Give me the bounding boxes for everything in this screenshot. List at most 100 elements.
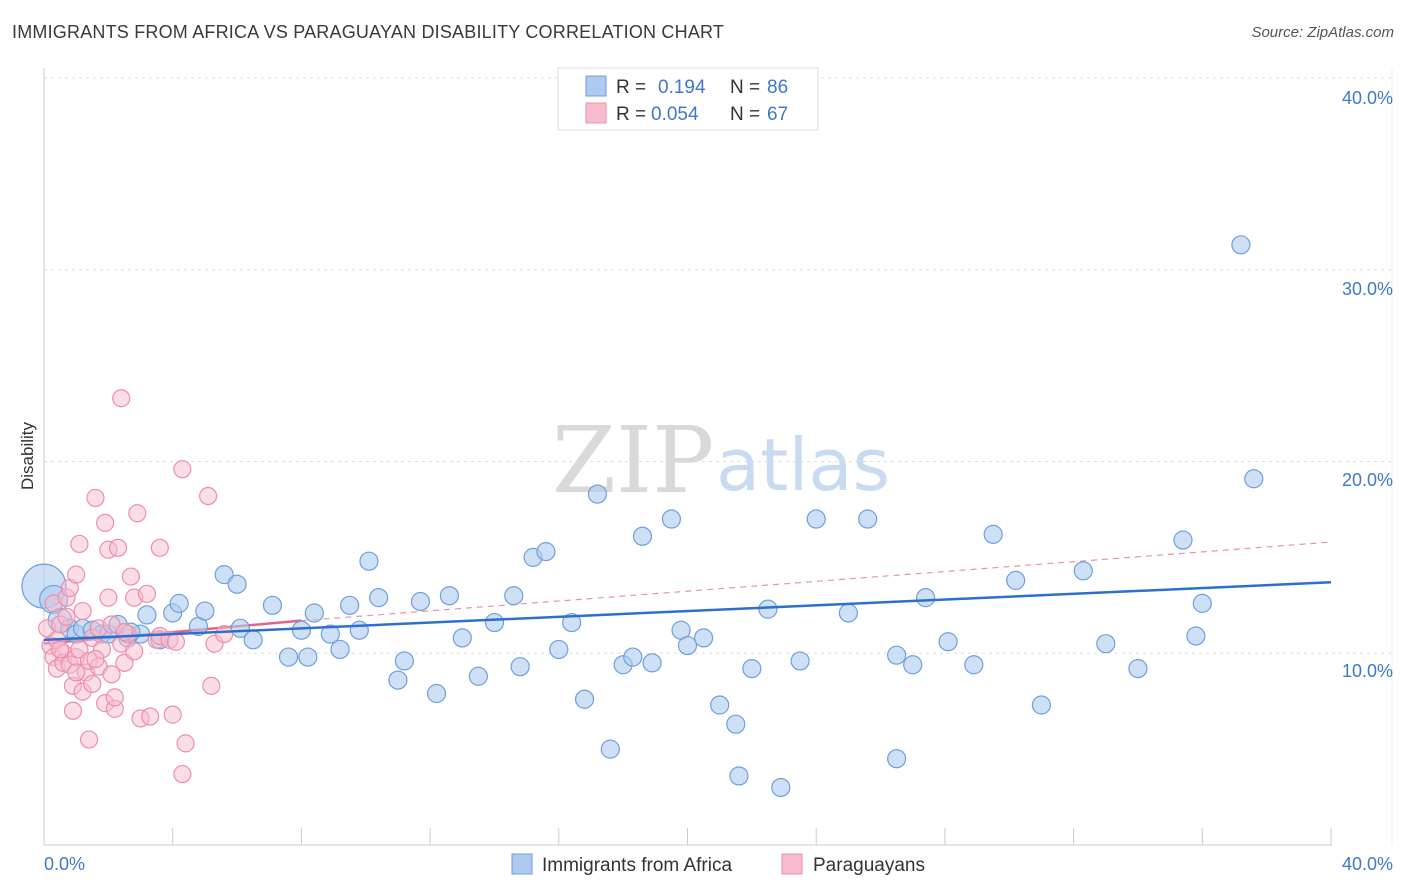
pink-point <box>166 632 186 651</box>
blue-point <box>439 586 460 606</box>
blue-point <box>1096 634 1116 654</box>
bottom-legend-swatch-blue[interactable] <box>511 853 533 875</box>
blue-point <box>1173 530 1193 550</box>
blue-point <box>964 655 984 675</box>
source-label: Source: ZipAtlas.com <box>1251 24 1394 41</box>
pink-point <box>79 730 99 749</box>
blue-point <box>426 683 447 704</box>
pink-point <box>50 640 70 659</box>
pink-point <box>105 688 124 707</box>
x-ticks-layer <box>43 828 1332 845</box>
blue-point <box>858 509 878 529</box>
top-legend: R = 0.194 N = 86 R = 0.054 N = 67 <box>557 67 819 131</box>
blue-point <box>1128 658 1148 679</box>
pink-point <box>176 734 195 753</box>
blue-point <box>137 605 157 625</box>
pink-point <box>83 674 102 694</box>
pink-point <box>141 707 160 726</box>
blue-point <box>574 689 595 709</box>
legend-r-value-blue: 0.194 <box>658 77 706 98</box>
blue-point <box>504 586 524 606</box>
legend-n-value-blue: 86 <box>767 77 788 98</box>
blue-point <box>742 658 762 679</box>
grid-layer <box>44 77 1392 654</box>
blue-trend-layer <box>43 581 1332 642</box>
pink-point <box>86 649 105 669</box>
pink-point <box>150 538 169 557</box>
blue-point <box>484 612 505 633</box>
legend-r-value-pink: 0.054 <box>651 104 699 125</box>
blue-point <box>452 628 472 648</box>
pink-point <box>70 534 89 554</box>
x-tick-label-min: 0.0% <box>44 854 85 874</box>
blue-point <box>278 647 299 667</box>
blue-point <box>915 588 936 608</box>
pink-point <box>163 705 182 724</box>
pink-point <box>96 513 115 532</box>
pink-point <box>202 676 221 695</box>
legend-n-value-pink: 67 <box>767 104 788 125</box>
blue-point <box>359 551 379 571</box>
bottom-legend-label-blue[interactable]: Immigrants from Africa <box>542 855 732 876</box>
pink-points-layer <box>38 389 234 784</box>
blue-point <box>230 618 250 638</box>
blue-point <box>388 670 408 690</box>
legend-swatch-pink <box>585 102 607 124</box>
pink-point <box>73 601 92 621</box>
blue-point <box>562 612 582 633</box>
blue-point <box>1006 570 1026 590</box>
pink-point <box>121 567 140 586</box>
blue-point <box>195 601 215 621</box>
pink-point <box>128 504 147 523</box>
pink-point <box>215 624 234 644</box>
pink-point <box>63 701 83 720</box>
blue-point <box>262 595 283 615</box>
blue-point <box>214 565 234 585</box>
y-tick-label: 10.0% <box>1342 661 1393 681</box>
pink-point <box>173 460 192 479</box>
pink-point <box>115 623 134 642</box>
blue-point <box>758 599 778 619</box>
bottom-legend-label-pink[interactable]: Paraguayans <box>813 855 925 876</box>
blue-point <box>600 739 620 759</box>
blue-point <box>1186 626 1206 646</box>
pink-point <box>137 584 157 603</box>
x-tick-label-max: 40.0% <box>1342 854 1393 874</box>
blue-point <box>330 639 350 660</box>
blue-point <box>887 645 907 665</box>
blue-point <box>394 651 414 671</box>
blue-point <box>1073 561 1093 581</box>
bottom-legend: Immigrants from Africa Paraguayans <box>511 853 925 876</box>
blue-point <box>587 484 608 504</box>
pink-point <box>112 389 131 408</box>
blue-point <box>623 647 643 667</box>
blue-point <box>677 635 698 656</box>
blue-point <box>661 509 682 529</box>
blue-point <box>903 655 923 675</box>
pink-point <box>86 488 105 508</box>
blue-point <box>838 603 858 623</box>
blue-point <box>632 526 653 546</box>
blue-point <box>349 620 369 640</box>
blue-point <box>410 591 431 612</box>
pink-point <box>124 642 144 661</box>
blue-point <box>169 593 189 613</box>
blue-point <box>468 666 488 686</box>
blue-point <box>1244 469 1264 489</box>
pink-point <box>198 486 218 506</box>
blue-point <box>510 657 530 677</box>
blue-point <box>790 651 810 671</box>
y-axis-label: Disability <box>18 421 37 490</box>
legend-r-label-pink: R = <box>616 104 646 125</box>
legend-n-label-pink: N = <box>730 104 760 125</box>
pink-point <box>57 607 76 626</box>
blue-point <box>243 630 263 650</box>
blue-points-layer <box>21 235 1264 798</box>
pink-point <box>99 588 118 607</box>
blue-point <box>771 777 791 798</box>
blue-trend-line <box>43 581 1332 642</box>
blue-point <box>291 620 311 640</box>
bottom-legend-swatch-pink[interactable] <box>781 853 803 875</box>
blue-point <box>340 595 360 615</box>
blue-point <box>726 714 746 734</box>
